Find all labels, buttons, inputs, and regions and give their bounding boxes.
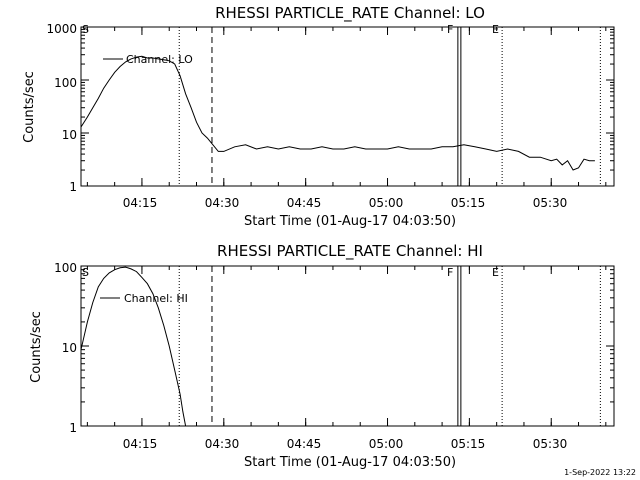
panel-lo-ytick-label: 100	[54, 76, 77, 90]
panel-hi-xtick-label: 04:15	[123, 437, 158, 451]
panel-hi: RHESSI PARTICLE_RATE Channel: HI Counts/…	[29, 242, 567, 470]
panel-lo-xtick-label: 05:00	[369, 196, 404, 210]
panel-lo-xlabel: Start Time (01-Aug-17 04:03:50)	[244, 214, 456, 229]
panel-hi-xtick-label: 05:30	[533, 437, 568, 451]
panel-lo-series-line	[80, 55, 595, 171]
panel-lo-marker-label-f: F	[447, 23, 453, 36]
panel-lo-xtick-label: 04:15	[123, 196, 158, 210]
panel-lo-ytick-label: 1	[69, 180, 77, 194]
panel-hi-legend-label: Channel: HI	[124, 292, 188, 305]
panel-hi-xtick-label: 05:15	[451, 437, 486, 451]
chart-marks	[80, 26, 615, 427]
panel-hi-ytick-label: 1	[69, 421, 77, 435]
panel-lo-xtick-label: 04:30	[205, 196, 240, 210]
panel-hi-xtick-label: 04:30	[205, 437, 240, 451]
panel-hi-ytick-label: 10	[62, 341, 77, 355]
panel-lo-marker-label-s: S	[82, 23, 89, 36]
panel-hi-series-line	[80, 266, 187, 427]
panel-hi-ytick-label: 100	[54, 261, 77, 275]
panel-lo-title: RHESSI PARTICLE_RATE Channel: LO	[215, 4, 485, 23]
panel-lo-ytick-label: 10	[62, 128, 77, 142]
panel-lo-ylabel: Counts/sec	[22, 71, 37, 143]
footer-timestamp: 1-Sep-2022 13:22	[564, 468, 636, 477]
panel-hi-marker-label-f: F	[447, 266, 453, 279]
panel-hi-marker-label-e: E	[492, 266, 499, 279]
panel-hi-ylabel: Counts/sec	[29, 311, 44, 383]
panel-lo-ytick-label: 1000	[46, 22, 77, 36]
panel-hi-marker-label-s: S	[82, 266, 89, 279]
panel-lo-xtick-label: 05:30	[533, 196, 568, 210]
panel-hi-title: RHESSI PARTICLE_RATE Channel: HI	[217, 242, 483, 261]
panel-hi-xtick-label: 05:00	[369, 437, 404, 451]
panel-hi-xlabel: Start Time (01-Aug-17 04:03:50)	[244, 455, 456, 470]
panel-lo-xtick-label: 05:15	[451, 196, 486, 210]
panel-lo-xtick-label: 04:45	[287, 196, 322, 210]
panel-hi-xtick-label: 04:45	[287, 437, 322, 451]
panel-lo-frame	[80, 26, 615, 187]
panel-lo-marker-label-e: E	[492, 23, 499, 36]
